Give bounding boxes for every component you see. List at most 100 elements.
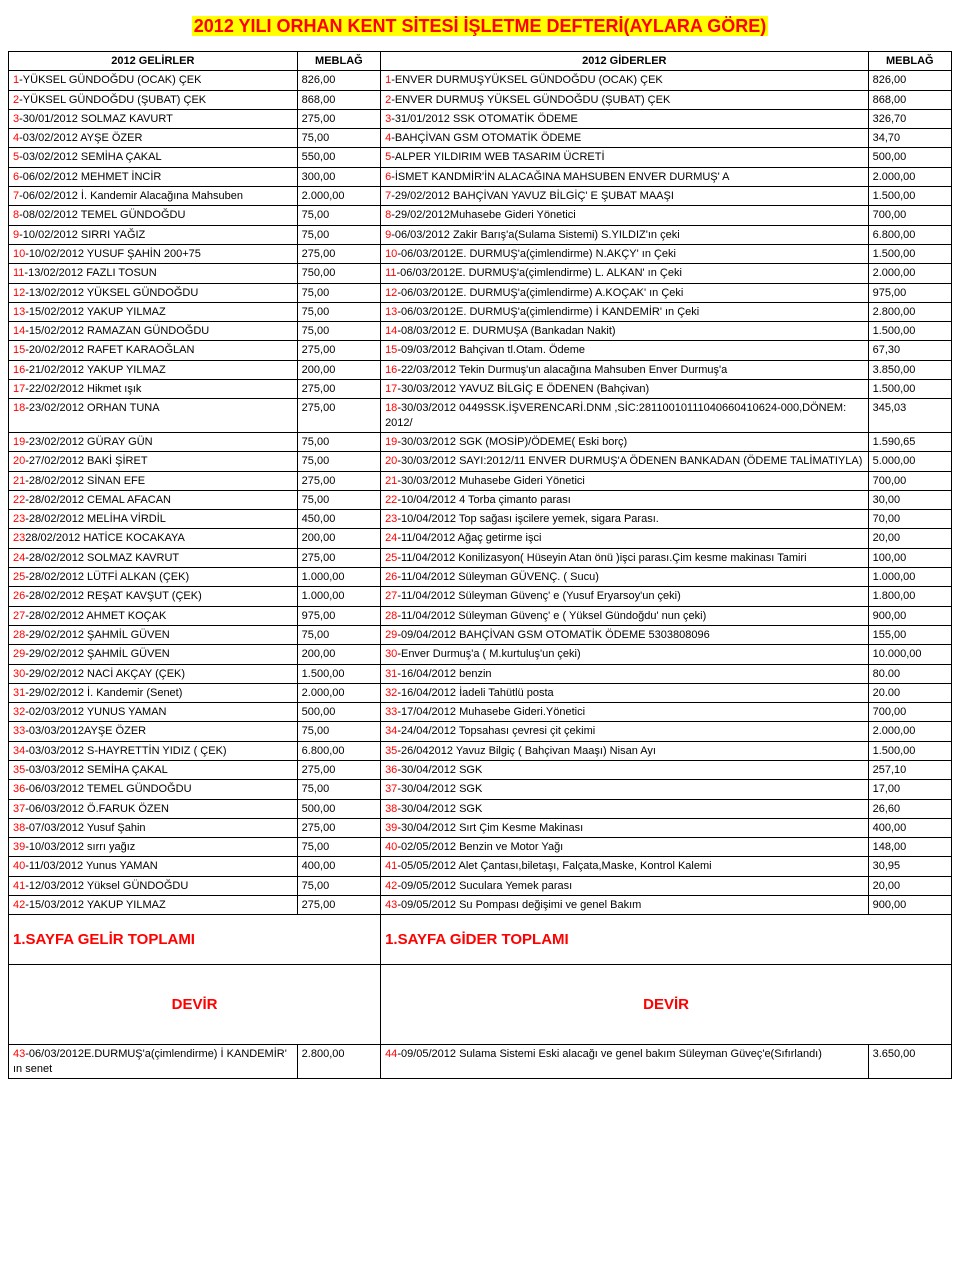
gider-desc-cell: 11-06/03/2012E. DURMUŞ'a(çimlendirme) L.… bbox=[381, 264, 869, 283]
gelir-desc-cell: 38-07/03/2012 Yusuf Şahin bbox=[9, 818, 298, 837]
gider-desc-cell: 13-06/03/2012E. DURMUŞ'a(çimlendirme) İ … bbox=[381, 302, 869, 321]
gelir-amount-cell: 275,00 bbox=[297, 760, 380, 779]
gider-amount-cell: 975,00 bbox=[868, 283, 951, 302]
gelir-desc-cell: 21-28/02/2012 SİNAN EFE bbox=[9, 471, 298, 490]
gider-amount-cell: 34,70 bbox=[868, 129, 951, 148]
gider-amount-cell: 257,10 bbox=[868, 760, 951, 779]
page-title: 2012 YILI ORHAN KENT SİTESİ İŞLETME DEFT… bbox=[8, 16, 952, 37]
gelir-desc-cell: 31-29/02/2012 İ. Kandemir (Senet) bbox=[9, 683, 298, 702]
gider-desc-cell: 30-Enver Durmuş'a ( M.kurtuluş'un çeki) bbox=[381, 645, 869, 664]
header-gider: 2012 GİDERLER bbox=[381, 52, 869, 71]
gider-desc-cell: 44-09/05/2012 Sulama Sistemi Eski alacağ… bbox=[381, 1045, 869, 1079]
table-row: 32-02/03/2012 YUNUS YAMAN500,0033-17/04/… bbox=[9, 703, 952, 722]
gelir-desc-cell: 29-29/02/2012 ŞAHMİL GÜVEN bbox=[9, 645, 298, 664]
gelir-desc-cell: 43-06/03/2012E.DURMUŞ'a(çimlendirme) İ K… bbox=[9, 1045, 298, 1079]
gider-desc-cell: 8-29/02/2012Muhasebe Gideri Yönetici bbox=[381, 206, 869, 225]
gider-amount-cell: 900,00 bbox=[868, 896, 951, 915]
gelir-amount-cell: 450,00 bbox=[297, 510, 380, 529]
gider-amount-cell: 6.800,00 bbox=[868, 225, 951, 244]
gelir-amount-cell: 750,00 bbox=[297, 264, 380, 283]
gider-desc-cell: 12-06/03/2012E. DURMUŞ'a(çimlendirme) A.… bbox=[381, 283, 869, 302]
table-row: 38-07/03/2012 Yusuf Şahin275,0039-30/04/… bbox=[9, 818, 952, 837]
gelir-desc-cell: 2328/02/2012 HATİCE KOCAKAYA bbox=[9, 529, 298, 548]
ledger-table: 2012 GELİRLER MEBLAĞ 2012 GİDERLER MEBLA… bbox=[8, 51, 952, 1079]
gelir-amount-cell: 275,00 bbox=[297, 896, 380, 915]
table-row: 7-06/02/2012 İ. Kandemir Alacağına Mahsu… bbox=[9, 187, 952, 206]
table-row: 12-13/02/2012 YÜKSEL GÜNDOĞDU75,0012-06/… bbox=[9, 283, 952, 302]
gelir-amount-cell: 275,00 bbox=[297, 109, 380, 128]
gelir-desc-cell: 10-10/02/2012 YUSUF ŞAHİN 200+75 bbox=[9, 244, 298, 263]
gelir-desc-cell: 8-08/02/2012 TEMEL GÜNDOĞDU bbox=[9, 206, 298, 225]
table-row: 21-28/02/2012 SİNAN EFE275,0021-30/03/20… bbox=[9, 471, 952, 490]
gider-amount-cell: 10.000,00 bbox=[868, 645, 951, 664]
gelir-desc-cell: 33-03/03/2012AYŞE ÖZER bbox=[9, 722, 298, 741]
gider-amount-cell: 700,00 bbox=[868, 703, 951, 722]
gider-desc-cell: 42-09/05/2012 Suculara Yemek parası bbox=[381, 876, 869, 895]
gelir-desc-cell: 42-15/03/2012 YAKUP YILMAZ bbox=[9, 896, 298, 915]
table-row: 8-08/02/2012 TEMEL GÜNDOĞDU75,008-29/02/… bbox=[9, 206, 952, 225]
gelir-desc-cell: 41-12/03/2012 Yüksel GÜNDOĞDU bbox=[9, 876, 298, 895]
gelir-amount-cell: 975,00 bbox=[297, 606, 380, 625]
table-row: 24-28/02/2012 SOLMAZ KAVRUT275,0025-11/0… bbox=[9, 548, 952, 567]
gelir-desc-cell: 7-06/02/2012 İ. Kandemir Alacağına Mahsu… bbox=[9, 187, 298, 206]
gelir-total-label: 1.SAYFA GELİR TOPLAMI bbox=[9, 915, 381, 965]
gelir-desc-cell: 4-03/02/2012 AYŞE ÖZER bbox=[9, 129, 298, 148]
gelir-desc-cell: 12-13/02/2012 YÜKSEL GÜNDOĞDU bbox=[9, 283, 298, 302]
gelir-desc-cell: 25-28/02/2012 LÜTFİ ALKAN (ÇEK) bbox=[9, 568, 298, 587]
gelir-desc-cell: 23-28/02/2012 MELİHA VİRDİL bbox=[9, 510, 298, 529]
gider-desc-cell: 29-09/04/2012 BAHÇİVAN GSM OTOMATİK ÖDEM… bbox=[381, 625, 869, 644]
gider-amount-cell: 400,00 bbox=[868, 818, 951, 837]
gelir-desc-cell: 35-03/03/2012 SEMİHA ÇAKAL bbox=[9, 760, 298, 779]
gelir-desc-cell: 5-03/02/2012 SEMİHA ÇAKAL bbox=[9, 148, 298, 167]
gelir-amount-cell: 275,00 bbox=[297, 471, 380, 490]
gider-desc-cell: 21-30/03/2012 Muhasebe Gideri Yönetici bbox=[381, 471, 869, 490]
gelir-amount-cell: 75,00 bbox=[297, 452, 380, 471]
gider-desc-cell: 32-16/04/2012 İadeli Tahütlü posta bbox=[381, 683, 869, 702]
gelir-amount-cell: 200,00 bbox=[297, 529, 380, 548]
gelir-desc-cell: 18-23/02/2012 ORHAN TUNA bbox=[9, 399, 298, 433]
gider-desc-cell: 26-11/04/2012 Süleyman GÜVENÇ. ( Sucu) bbox=[381, 568, 869, 587]
gelir-amount-cell: 75,00 bbox=[297, 432, 380, 451]
gider-desc-cell: 10-06/03/2012E. DURMUŞ'a(çimlendirme) N.… bbox=[381, 244, 869, 263]
gider-amount-cell: 345,03 bbox=[868, 399, 951, 433]
gelir-desc-cell: 34-03/03/2012 S-HAYRETTİN YIDIZ ( ÇEK) bbox=[9, 741, 298, 760]
gider-desc-cell: 20-30/03/2012 SAYI:2012/11 ENVER DURMUŞ'… bbox=[381, 452, 869, 471]
gelir-amount-cell: 75,00 bbox=[297, 225, 380, 244]
gider-amount-cell: 148,00 bbox=[868, 838, 951, 857]
gelir-desc-cell: 3-30/01/2012 SOLMAZ KAVURT bbox=[9, 109, 298, 128]
gider-amount-cell: 868,00 bbox=[868, 90, 951, 109]
gelir-desc-cell: 19-23/02/2012 GÜRAY GÜN bbox=[9, 432, 298, 451]
table-row: 11-13/02/2012 FAZLI TOSUN750,0011-06/03/… bbox=[9, 264, 952, 283]
gider-total-label: 1.SAYFA GİDER TOPLAMI bbox=[381, 915, 952, 965]
table-row: 25-28/02/2012 LÜTFİ ALKAN (ÇEK)1.000,002… bbox=[9, 568, 952, 587]
gelir-amount-cell: 500,00 bbox=[297, 703, 380, 722]
gider-amount-cell: 900,00 bbox=[868, 606, 951, 625]
gelir-amount-cell: 6.800,00 bbox=[297, 741, 380, 760]
gider-amount-cell: 2.800,00 bbox=[868, 302, 951, 321]
gelir-amount-cell: 1.500,00 bbox=[297, 664, 380, 683]
table-row: 30-29/02/2012 NACİ AKÇAY (ÇEK)1.500,0031… bbox=[9, 664, 952, 683]
gelir-desc-cell: 11-13/02/2012 FAZLI TOSUN bbox=[9, 264, 298, 283]
gelir-amount-cell: 75,00 bbox=[297, 129, 380, 148]
gider-desc-cell: 37-30/04/2012 SGK bbox=[381, 780, 869, 799]
table-row: 23-28/02/2012 MELİHA VİRDİL450,0023-10/0… bbox=[9, 510, 952, 529]
table-row: 36-06/03/2012 TEMEL GÜNDOĞDU75,0037-30/0… bbox=[9, 780, 952, 799]
header-gider-amt: MEBLAĞ bbox=[868, 52, 951, 71]
gider-desc-cell: 14-08/03/2012 E. DURMUŞA (Bankadan Nakit… bbox=[381, 322, 869, 341]
gelir-amount-cell: 75,00 bbox=[297, 838, 380, 857]
table-row: 9-10/02/2012 SIRRI YAĞIZ75,009-06/03/201… bbox=[9, 225, 952, 244]
gelir-desc-cell: 36-06/03/2012 TEMEL GÜNDOĞDU bbox=[9, 780, 298, 799]
gelir-desc-cell: 30-29/02/2012 NACİ AKÇAY (ÇEK) bbox=[9, 664, 298, 683]
gider-amount-cell: 700,00 bbox=[868, 206, 951, 225]
gelir-desc-cell: 40-11/03/2012 Yunus YAMAN bbox=[9, 857, 298, 876]
gider-amount-cell: 2.000,00 bbox=[868, 264, 951, 283]
table-row: 2-YÜKSEL GÜNDOĞDU (ŞUBAT) ÇEK868,002-ENV… bbox=[9, 90, 952, 109]
gider-amount-cell: 155,00 bbox=[868, 625, 951, 644]
gider-desc-cell: 23-10/04/2012 Top sağası işcilere yemek,… bbox=[381, 510, 869, 529]
header-gelir: 2012 GELİRLER bbox=[9, 52, 298, 71]
gider-amount-cell: 3.650,00 bbox=[868, 1045, 951, 1079]
gider-desc-cell: 35-26/042012 Yavuz Bilgiç ( Bahçivan Maa… bbox=[381, 741, 869, 760]
table-row: 4-03/02/2012 AYŞE ÖZER75,004-BAHÇİVAN GS… bbox=[9, 129, 952, 148]
gelir-desc-cell: 32-02/03/2012 YUNUS YAMAN bbox=[9, 703, 298, 722]
table-row: 27-28/02/2012 AHMET KOÇAK975,0028-11/04/… bbox=[9, 606, 952, 625]
